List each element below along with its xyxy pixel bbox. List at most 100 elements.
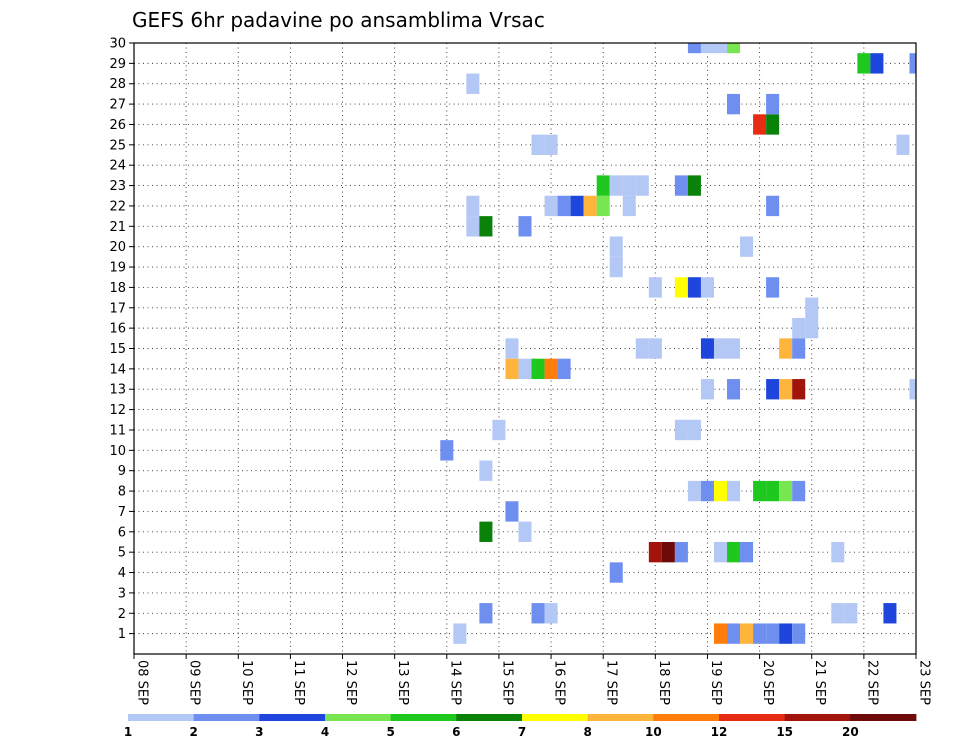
precip-cell	[570, 195, 584, 217]
precip-cell	[896, 134, 910, 156]
precip-cell	[792, 379, 806, 400]
colorbar-label: 1	[124, 725, 132, 739]
y-tick-label: 25	[109, 138, 126, 153]
precip-cell	[518, 521, 532, 542]
x-tick-label: 08 SEP	[135, 660, 150, 705]
precip-cell	[727, 623, 741, 644]
colorbar-segment	[456, 714, 523, 721]
precip-cell	[544, 134, 558, 156]
precip-cell	[713, 623, 728, 644]
precip-cell	[727, 338, 741, 359]
precip-cell	[635, 338, 649, 359]
precip-cell	[440, 440, 454, 461]
precip-cell	[687, 43, 701, 54]
precip-cell	[766, 623, 780, 644]
y-axis: 1234567891011121314151617181920212223242…	[109, 37, 134, 642]
precip-cell	[766, 277, 780, 298]
y-tick-label: 4	[118, 566, 126, 581]
y-tick-label: 28	[109, 77, 126, 92]
precip-cell	[557, 195, 571, 217]
precip-cell	[453, 623, 467, 644]
precip-cell	[635, 175, 649, 196]
y-tick-label: 21	[109, 220, 126, 235]
precip-cell	[909, 53, 916, 74]
precip-cell	[687, 277, 701, 298]
y-tick-label: 8	[118, 485, 126, 500]
precip-cell	[661, 541, 675, 563]
y-tick-label: 22	[109, 199, 126, 214]
precip-cell	[609, 236, 623, 257]
precip-cell	[492, 419, 506, 441]
precip-cell	[648, 277, 662, 298]
precip-cell	[479, 521, 493, 542]
precipitation-cells	[440, 43, 916, 644]
y-tick-label: 19	[109, 261, 126, 276]
y-tick-label: 12	[109, 403, 126, 418]
precip-cell	[753, 114, 767, 135]
precip-cell	[648, 541, 662, 563]
precip-cell	[700, 43, 714, 54]
y-tick-label: 15	[109, 342, 126, 357]
precip-cell	[713, 541, 728, 563]
precip-cell	[609, 562, 623, 583]
precip-cell	[727, 93, 741, 115]
y-tick-label: 29	[109, 57, 126, 72]
y-tick-label: 14	[109, 362, 126, 377]
precip-cell	[870, 53, 884, 74]
colorbar-label: 8	[583, 725, 591, 739]
precip-cell	[909, 379, 916, 400]
precip-cell	[531, 134, 545, 156]
precip-cell	[557, 358, 571, 380]
precip-cell	[479, 216, 493, 237]
x-tick-label: 22 SEP	[864, 660, 879, 705]
precip-cell	[779, 338, 793, 359]
colorbar-label: 2	[189, 725, 197, 739]
precip-cell	[766, 93, 780, 115]
precip-cell	[687, 175, 701, 196]
colorbar-label: 6	[452, 725, 460, 739]
colorbar-segment	[325, 714, 392, 721]
precip-cell	[505, 358, 519, 380]
x-tick-label: 19 SEP	[708, 660, 723, 705]
precip-cell	[727, 480, 741, 502]
precip-cell	[466, 73, 480, 94]
y-tick-label: 27	[109, 98, 126, 113]
precip-cell	[544, 195, 558, 217]
precip-cell	[583, 195, 597, 217]
colorbar-segment	[522, 714, 589, 721]
precip-cell	[713, 43, 728, 54]
precip-cell	[766, 480, 780, 502]
precip-cell	[779, 379, 793, 400]
chart-title: GEFS 6hr padavine po ansamblima Vrsac	[132, 8, 545, 32]
precip-cell	[792, 338, 806, 359]
precip-cell	[779, 480, 793, 502]
precip-cell	[674, 541, 688, 563]
precip-cell	[531, 358, 545, 380]
y-tick-label: 18	[109, 281, 126, 296]
precip-cell	[466, 216, 480, 237]
colorbar-label: 20	[842, 725, 859, 739]
x-tick-label: 10 SEP	[239, 660, 254, 705]
colorbar: 1 2 3 4 5 6 7 8 10 12 15 20	[124, 714, 917, 739]
precip-cell	[466, 195, 480, 217]
y-tick-label: 13	[109, 383, 126, 398]
y-tick-label: 11	[109, 423, 126, 438]
colorbar-segment	[193, 714, 260, 721]
precip-cell	[727, 541, 741, 563]
y-tick-label: 10	[109, 444, 126, 459]
precip-cell	[792, 623, 806, 644]
precip-cell	[883, 603, 897, 624]
precip-cell	[713, 338, 728, 359]
colorbar-segment	[128, 714, 195, 721]
y-tick-label: 2	[118, 607, 126, 622]
precip-cell	[700, 277, 714, 298]
precip-cell	[713, 480, 728, 502]
precip-cell	[518, 358, 532, 380]
colorbar-label: 10	[645, 725, 662, 739]
precip-cell	[687, 419, 701, 441]
precip-cell	[700, 480, 714, 502]
precip-cell	[740, 541, 754, 563]
colorbar-segment	[653, 714, 720, 721]
colorbar-label: 7	[518, 725, 526, 739]
